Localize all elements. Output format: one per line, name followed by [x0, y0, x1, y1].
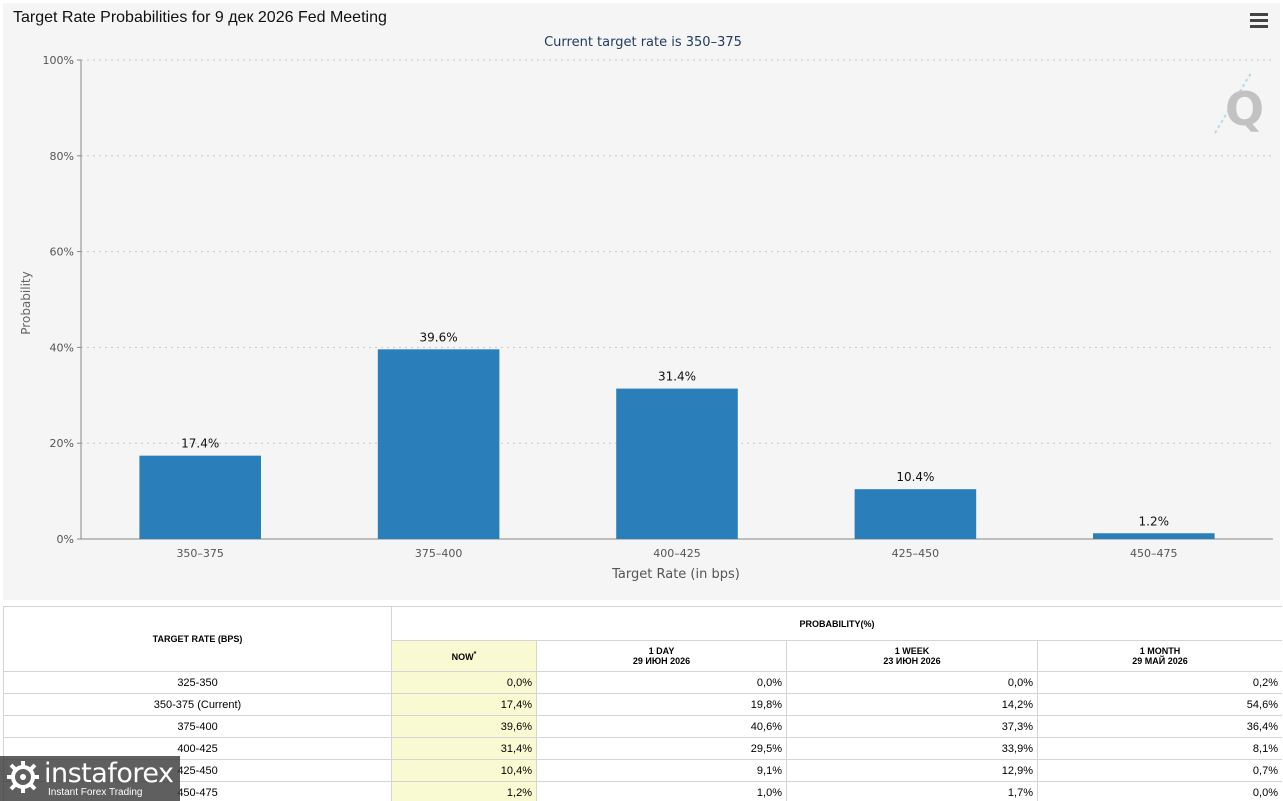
cell-week: 14,2% [786, 693, 1038, 716]
y-tick-label: 0% [57, 533, 74, 546]
cell-day: 0,0% [536, 671, 787, 694]
cell-now: 0,0% [391, 671, 537, 694]
column-header-2: 1 WEEK 23 ИЮН 2026 [786, 640, 1038, 672]
cell-week: 1,7% [786, 781, 1038, 801]
x-axis-title: Target Rate (in bps) [611, 567, 740, 582]
svg-text:Q: Q [1225, 82, 1264, 136]
cell-day: 9,1% [536, 759, 787, 782]
cell-month: 0,7% [1037, 759, 1282, 782]
bar-425–450[interactable] [854, 489, 977, 539]
cell-now: 1,2% [391, 781, 537, 801]
cell-week: 0,0% [786, 671, 1038, 694]
hamburger-menu-icon[interactable] [1250, 13, 1268, 29]
column-header-0: NOW* [391, 640, 537, 672]
cell-week: 37,3% [786, 715, 1038, 738]
probability-table-container: TARGET RATE (BPS) PROBABILITY(%) NOW* 1 D… [3, 606, 1282, 801]
table-row: 450-475 1,2% 1,0% 1,7% 0,0% [3, 781, 1282, 801]
cell-week: 12,9% [786, 759, 1038, 782]
quikstrike-logo: Q [1214, 72, 1264, 136]
bar-450–475[interactable] [1093, 533, 1215, 539]
cell-month: 0,0% [1037, 781, 1282, 801]
chart-title: Target Rate Probabilities for 9 дек 2026… [13, 9, 387, 26]
x-tick-label: 375–400 [415, 547, 463, 560]
table-row: 325-350 0,0% 0,0% 0,0% 0,2% [3, 671, 1282, 694]
y-tick-label: 20% [50, 437, 74, 450]
data-label: 10.4% [896, 470, 934, 484]
table-row: 375-400 39,6% 40,6% 37,3% 36,4% [3, 715, 1282, 738]
y-tick-label: 100% [43, 54, 74, 67]
table-row: 400-425 31,4% 29,5% 33,9% 8,1% [3, 737, 1282, 760]
cell-now: 10,4% [391, 759, 537, 782]
watermark-brand: instaforex [44, 758, 174, 789]
x-tick-label: 450–475 [1130, 547, 1178, 560]
cell-month: 0,2% [1037, 671, 1282, 694]
data-label: 17.4% [181, 437, 219, 451]
x-tick-label: 400–425 [653, 547, 701, 560]
cell-now: 39,6% [391, 715, 537, 738]
header-target-rate: TARGET RATE (BPS) [3, 606, 392, 672]
data-label: 1.2% [1139, 514, 1170, 528]
column-header-1: 1 DAY 29 ИЮН 2026 [536, 640, 787, 672]
chart-subtitle: Current target rate is 350–375 [544, 35, 742, 50]
cell-week: 33,9% [786, 737, 1038, 760]
probability-table: TARGET RATE (BPS) PROBABILITY(%) NOW* 1 D… [3, 606, 1282, 801]
cell-day: 19,8% [536, 693, 787, 716]
bar-chart: Current target rate is 350–375 0% 20% 40% 6… [19, 35, 1273, 582]
data-label: 31.4% [658, 370, 696, 384]
cell-day: 29,5% [536, 737, 787, 760]
cell-rate: 350-375 (Current) [3, 693, 392, 716]
y-tick-label: 40% [50, 341, 74, 354]
watermark-tagline: Instant Forex Trading [48, 787, 143, 798]
data-label: 39.6% [420, 330, 458, 344]
cell-day: 40,6% [536, 715, 787, 738]
x-tick-label: 350–375 [176, 547, 224, 560]
instaforex-watermark: instaforex Instant Forex Trading [0, 756, 180, 801]
bar-375–400[interactable] [377, 349, 500, 539]
cell-now: 17,4% [391, 693, 537, 716]
header-probability: PROBABILITY(%) [391, 606, 1282, 641]
y-axis-title: Probability [19, 271, 33, 334]
y-tick-label: 80% [50, 150, 74, 163]
chart-panel: Current target rate is 350–375 0% 20% 40% 6… [3, 3, 1280, 600]
bar-400–425[interactable] [616, 388, 738, 539]
cell-now: 31,4% [391, 737, 537, 760]
instaforex-logo-icon [7, 761, 39, 793]
cell-rate: 375-400 [3, 715, 392, 738]
bar-350–375[interactable] [139, 455, 261, 539]
cell-month: 36,4% [1037, 715, 1282, 738]
table-row: 350-375 (Current) 17,4% 19,8% 14,2% 54,6% [3, 693, 1282, 716]
y-tick-label: 60% [50, 246, 74, 259]
cell-month: 54,6% [1037, 693, 1282, 716]
table-row: 425-450 10,4% 9,1% 12,9% 0,7% [3, 759, 1282, 782]
cell-month: 8,1% [1037, 737, 1282, 760]
column-header-3: 1 MONTH 29 МАЙ 2026 [1037, 640, 1282, 672]
x-tick-label: 425–450 [892, 547, 940, 560]
cell-rate: 325-350 [3, 671, 392, 694]
cell-day: 1,0% [536, 781, 787, 801]
